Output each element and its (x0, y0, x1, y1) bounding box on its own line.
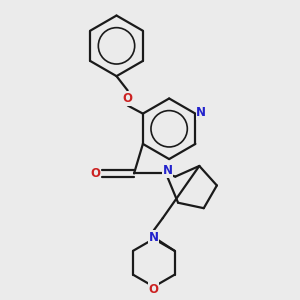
Text: N: N (163, 164, 172, 177)
Text: N: N (196, 106, 206, 119)
Text: O: O (123, 92, 133, 105)
Text: N: N (149, 231, 159, 244)
Text: O: O (90, 167, 100, 180)
Text: O: O (149, 283, 159, 296)
